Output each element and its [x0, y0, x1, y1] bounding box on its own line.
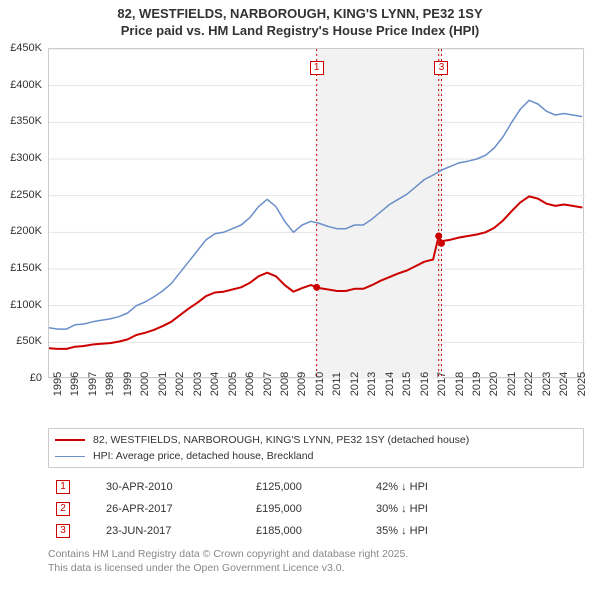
x-tick-label: 2011 — [331, 372, 343, 396]
x-tick-label: 2025 — [576, 372, 588, 396]
x-tick-label: 2019 — [471, 372, 483, 396]
y-tick-label: £200K — [10, 225, 42, 237]
x-tick-label: 2013 — [366, 372, 378, 396]
chart-container: 82, WESTFIELDS, NARBOROUGH, KING'S LYNN,… — [0, 0, 600, 590]
event-price: £185,000 — [256, 525, 376, 537]
x-tick-label: 2004 — [209, 372, 221, 396]
x-tick-label: 2000 — [139, 372, 151, 396]
x-tick-label: 2022 — [523, 372, 535, 396]
footer-attribution: Contains HM Land Registry data © Crown c… — [48, 548, 584, 575]
event-price: £125,000 — [256, 481, 376, 493]
chart-plot-area: 13 — [48, 48, 584, 378]
x-tick-label: 2009 — [296, 372, 308, 396]
event-marker: 1 — [56, 480, 70, 494]
x-tick-label: 2010 — [314, 372, 326, 396]
x-tick-label: 2006 — [244, 372, 256, 396]
event-delta: 42% ↓ HPI — [376, 481, 428, 493]
x-tick-label: 2017 — [436, 372, 448, 396]
x-tick-label: 1998 — [104, 372, 116, 396]
title-line-2: Price paid vs. HM Land Registry's House … — [0, 23, 600, 40]
footer-line-2: This data is licensed under the Open Gov… — [48, 562, 584, 576]
legend-row: HPI: Average price, detached house, Brec… — [55, 448, 577, 464]
event-callout-1: 1 — [310, 61, 324, 75]
y-axis-labels: £0£50K£100K£150K£200K£250K£300K£350K£400… — [0, 48, 46, 378]
legend-row: 82, WESTFIELDS, NARBOROUGH, KING'S LYNN,… — [55, 432, 577, 448]
y-tick-label: £150K — [10, 262, 42, 274]
x-tick-label: 2023 — [541, 372, 553, 396]
x-tick-label: 2014 — [384, 372, 396, 396]
x-tick-label: 2001 — [157, 372, 169, 396]
events-table: 1 30-APR-2010£125,00042% ↓ HPI 2 26-APR-201… — [48, 470, 584, 546]
x-tick-label: 2015 — [401, 372, 413, 396]
event-delta: 30% ↓ HPI — [376, 503, 428, 515]
x-tick-label: 1996 — [69, 372, 81, 396]
x-tick-label: 2008 — [279, 372, 291, 396]
x-tick-label: 2021 — [506, 372, 518, 396]
legend-swatch — [55, 456, 85, 457]
x-tick-label: 2016 — [419, 372, 431, 396]
y-tick-label: £0 — [30, 372, 42, 384]
x-tick-label: 2002 — [174, 372, 186, 396]
event-delta: 35% ↓ HPI — [376, 525, 428, 537]
title-block: 82, WESTFIELDS, NARBOROUGH, KING'S LYNN,… — [0, 0, 600, 40]
y-tick-label: £400K — [10, 79, 42, 91]
legend-swatch — [55, 439, 85, 441]
x-tick-label: 2020 — [488, 372, 500, 396]
x-tick-label: 2005 — [227, 372, 239, 396]
x-tick-label: 2012 — [349, 372, 361, 396]
x-tick-label: 1999 — [122, 372, 134, 396]
event-callout-3: 3 — [434, 61, 448, 75]
event-row: 2 26-APR-2017£195,00030% ↓ HPI — [56, 498, 576, 520]
event-date: 23-JUN-2017 — [106, 525, 256, 537]
y-tick-label: £250K — [10, 189, 42, 201]
event-row: 1 30-APR-2010£125,00042% ↓ HPI — [56, 476, 576, 498]
x-axis-labels: 1995199619971998199920002001200220032004… — [48, 380, 584, 430]
x-tick-label: 2018 — [454, 372, 466, 396]
event-date: 30-APR-2010 — [106, 481, 256, 493]
x-tick-label: 1997 — [87, 372, 99, 396]
x-tick-label: 2003 — [192, 372, 204, 396]
footer-line-1: Contains HM Land Registry data © Crown c… — [48, 548, 584, 562]
x-tick-label: 1995 — [52, 372, 64, 396]
legend: 82, WESTFIELDS, NARBOROUGH, KING'S LYNN,… — [48, 428, 584, 468]
y-tick-label: £300K — [10, 152, 42, 164]
event-row: 3 23-JUN-2017£185,00035% ↓ HPI — [56, 520, 576, 542]
x-tick-label: 2007 — [262, 372, 274, 396]
legend-label: 82, WESTFIELDS, NARBOROUGH, KING'S LYNN,… — [93, 434, 469, 446]
chart-svg — [49, 49, 585, 379]
y-tick-label: £450K — [10, 42, 42, 54]
event-marker: 2 — [56, 502, 70, 516]
x-tick-label: 2024 — [558, 372, 570, 396]
event-date: 26-APR-2017 — [106, 503, 256, 515]
legend-label: HPI: Average price, detached house, Brec… — [93, 450, 313, 462]
title-line-1: 82, WESTFIELDS, NARBOROUGH, KING'S LYNN,… — [0, 6, 600, 23]
y-tick-label: £350K — [10, 115, 42, 127]
event-marker: 3 — [56, 524, 70, 538]
event-price: £195,000 — [256, 503, 376, 515]
y-tick-label: £50K — [16, 335, 42, 347]
y-tick-label: £100K — [10, 299, 42, 311]
